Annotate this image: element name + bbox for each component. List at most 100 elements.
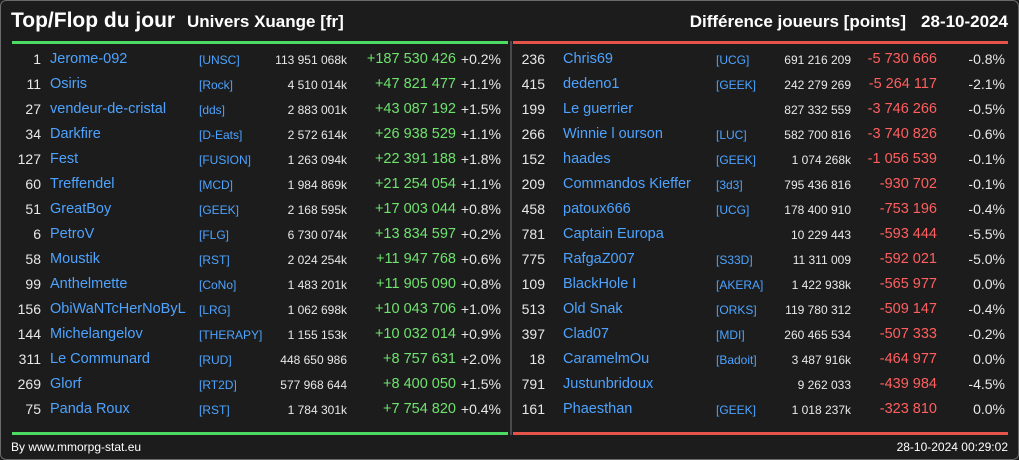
points-difference: +187 530 426 xyxy=(366,51,456,67)
percent-change: -0.4% xyxy=(968,301,1005,317)
player-name-link[interactable]: GreatBoy xyxy=(50,201,112,217)
universe-label: Univers Xuange [fr] xyxy=(187,12,344,31)
player-name-link[interactable]: Le guerrier xyxy=(563,101,634,117)
alliance-tag-link[interactable]: [GEEK] xyxy=(199,203,240,217)
player-name-link[interactable]: Phaesthan xyxy=(563,401,633,417)
player-name-link[interactable]: Jerome-092 xyxy=(50,51,128,67)
alliance-tag-link[interactable]: [CoNo] xyxy=(199,278,237,292)
alliance-tag-link[interactable]: [UCG] xyxy=(716,53,750,67)
alliance-tag-link[interactable]: [S33D] xyxy=(716,253,753,267)
player-name-link[interactable]: Moustik xyxy=(50,251,100,267)
alliance-tag-link[interactable]: [RUD] xyxy=(199,353,232,367)
player-name-link[interactable]: Commandos Kieffer xyxy=(563,176,691,192)
percent-change: +1.8% xyxy=(460,151,501,167)
points-difference: -3 740 826 xyxy=(867,126,937,142)
player-points: 242 279 269 xyxy=(784,78,851,92)
alliance-tag-link[interactable]: [UNSC] xyxy=(199,53,240,67)
player-row: 397 Clad07 [MDI] 260 465 534 -507 333 -0.2% xyxy=(513,323,1018,348)
player-points: 2 024 254k xyxy=(287,253,347,267)
alliance-tag-link[interactable]: [UCG] xyxy=(716,203,750,217)
player-points: 119 780 312 xyxy=(785,303,851,317)
alliance-tag-link[interactable]: [LRG] xyxy=(199,303,231,317)
player-name-link[interactable]: Anthelmette xyxy=(50,276,128,292)
player-name-link[interactable]: Fest xyxy=(50,151,79,167)
player-name-link[interactable]: patoux666 xyxy=(563,201,631,217)
player-rank: 11 xyxy=(26,76,41,92)
top-losers-list: 236 Chris69 [UCG] 691 216 209 -5 730 666 -0.8… xyxy=(513,48,1018,423)
player-name-link[interactable]: RafgaZ007 xyxy=(563,251,635,267)
player-name-link[interactable]: vendeur-de-cristal xyxy=(50,101,167,117)
player-name-link[interactable]: Captain Europa xyxy=(563,226,664,242)
player-points: 2 168 595k xyxy=(287,203,347,217)
player-rank: 34 xyxy=(25,126,41,142)
player-row: 791 Justunbridoux 9 262 033 -439 984 -4.5% xyxy=(513,373,1018,398)
alliance-tag-link[interactable]: [AKERA] xyxy=(716,278,764,292)
player-rank: 161 xyxy=(521,401,545,417)
player-points: 582 700 816 xyxy=(784,128,851,142)
player-row: 58 Moustik [RST] 2 024 254k +11 947 768 +0.6% xyxy=(1,248,510,273)
alliance-tag-link[interactable]: [MCD] xyxy=(199,178,233,192)
percent-change: 0.0% xyxy=(973,401,1005,417)
alliance-tag-link[interactable]: [GEEK] xyxy=(716,403,757,417)
player-points: 4 510 014k xyxy=(287,78,347,92)
player-points: 1 074 268k xyxy=(791,153,851,167)
points-difference: +10 032 014 xyxy=(374,326,456,342)
alliance-tag-link[interactable]: [LUC] xyxy=(716,128,747,142)
player-name-link[interactable]: Clad07 xyxy=(563,326,609,342)
player-rank: 99 xyxy=(25,276,41,292)
player-rank: 144 xyxy=(17,326,41,342)
alliance-tag-link[interactable]: [RST] xyxy=(199,253,230,267)
player-name-link[interactable]: Michelangelov xyxy=(50,326,143,342)
player-name-link[interactable]: Treffendel xyxy=(50,176,115,192)
alliance-tag-link[interactable]: [dds] xyxy=(199,103,226,117)
player-row: 266 Winnie l ourson [LUC] 582 700 816 -3 740… xyxy=(513,123,1018,148)
player-name-link[interactable]: Darkfire xyxy=(50,126,101,142)
percent-change: +1.5% xyxy=(460,376,501,392)
player-name-link[interactable]: Glorf xyxy=(50,376,82,392)
alliance-tag-link[interactable]: [FLG] xyxy=(199,228,230,242)
player-row: 311 Le Communard [RUD] 448 650 986 +8 757 63… xyxy=(1,348,510,373)
player-points: 827 332 559 xyxy=(784,103,851,117)
percent-change: -0.5% xyxy=(968,101,1005,117)
player-name-link[interactable]: Chris69 xyxy=(563,51,613,67)
points-difference: +11 905 090 xyxy=(376,276,456,292)
player-name-link[interactable]: dedeno1 xyxy=(563,76,620,92)
alliance-tag-link[interactable]: [THERAPY] xyxy=(199,328,263,342)
player-name-link[interactable]: PetroV xyxy=(50,226,95,242)
percent-change: -5.0% xyxy=(968,251,1005,267)
player-rank: 51 xyxy=(25,201,41,217)
player-name-link[interactable]: BlackHole I xyxy=(563,276,637,292)
player-rank: 18 xyxy=(529,351,545,367)
alliance-tag-link[interactable]: [ORKS] xyxy=(716,303,757,317)
player-points: 3 487 916k xyxy=(791,353,851,367)
player-rank: 781 xyxy=(521,226,545,242)
alliance-tag-link[interactable]: [Rock] xyxy=(199,78,234,92)
points-difference: +43 087 192 xyxy=(374,101,456,117)
player-name-link[interactable]: Justunbridoux xyxy=(563,376,654,392)
player-name-link[interactable]: Winnie l ourson xyxy=(563,126,663,142)
alliance-tag-link[interactable]: [MDI] xyxy=(716,328,745,342)
points-difference: -593 444 xyxy=(879,226,937,242)
alliance-tag-link[interactable]: [GEEK] xyxy=(716,153,757,167)
player-name-link[interactable]: ObiWaNTcHerNoByL xyxy=(50,301,186,317)
player-name-link[interactable]: Old Snak xyxy=(563,301,623,317)
alliance-tag-link[interactable]: [GEEK] xyxy=(716,78,757,92)
alliance-tag-link[interactable]: [Badoit] xyxy=(716,353,757,367)
alliance-tag-link[interactable]: [RST] xyxy=(199,403,230,417)
header: Top/Flop du jour Univers Xuange [fr] Dif… xyxy=(1,1,1018,43)
player-rank: 269 xyxy=(17,376,41,392)
alliance-tag-link[interactable]: [RT2D] xyxy=(199,378,237,392)
alliance-tag-link[interactable]: [FUSION] xyxy=(199,153,252,167)
player-row: 18 CaramelmOu [Badoit] 3 487 916k -464 977 0.… xyxy=(513,348,1018,373)
player-name-link[interactable]: Le Communard xyxy=(50,351,150,367)
player-points: 178 400 910 xyxy=(784,203,851,217)
player-rank: 199 xyxy=(521,101,545,117)
alliance-tag-link[interactable]: [D-Eats] xyxy=(199,128,243,142)
player-name-link[interactable]: Osiris xyxy=(50,76,88,92)
player-name-link[interactable]: haades xyxy=(563,151,611,167)
alliance-tag-link[interactable]: [3d3] xyxy=(716,178,743,192)
percent-change: -0.6% xyxy=(968,126,1005,142)
player-name-link[interactable]: CaramelmOu xyxy=(563,351,650,367)
player-name-link[interactable]: Panda Roux xyxy=(50,401,130,417)
